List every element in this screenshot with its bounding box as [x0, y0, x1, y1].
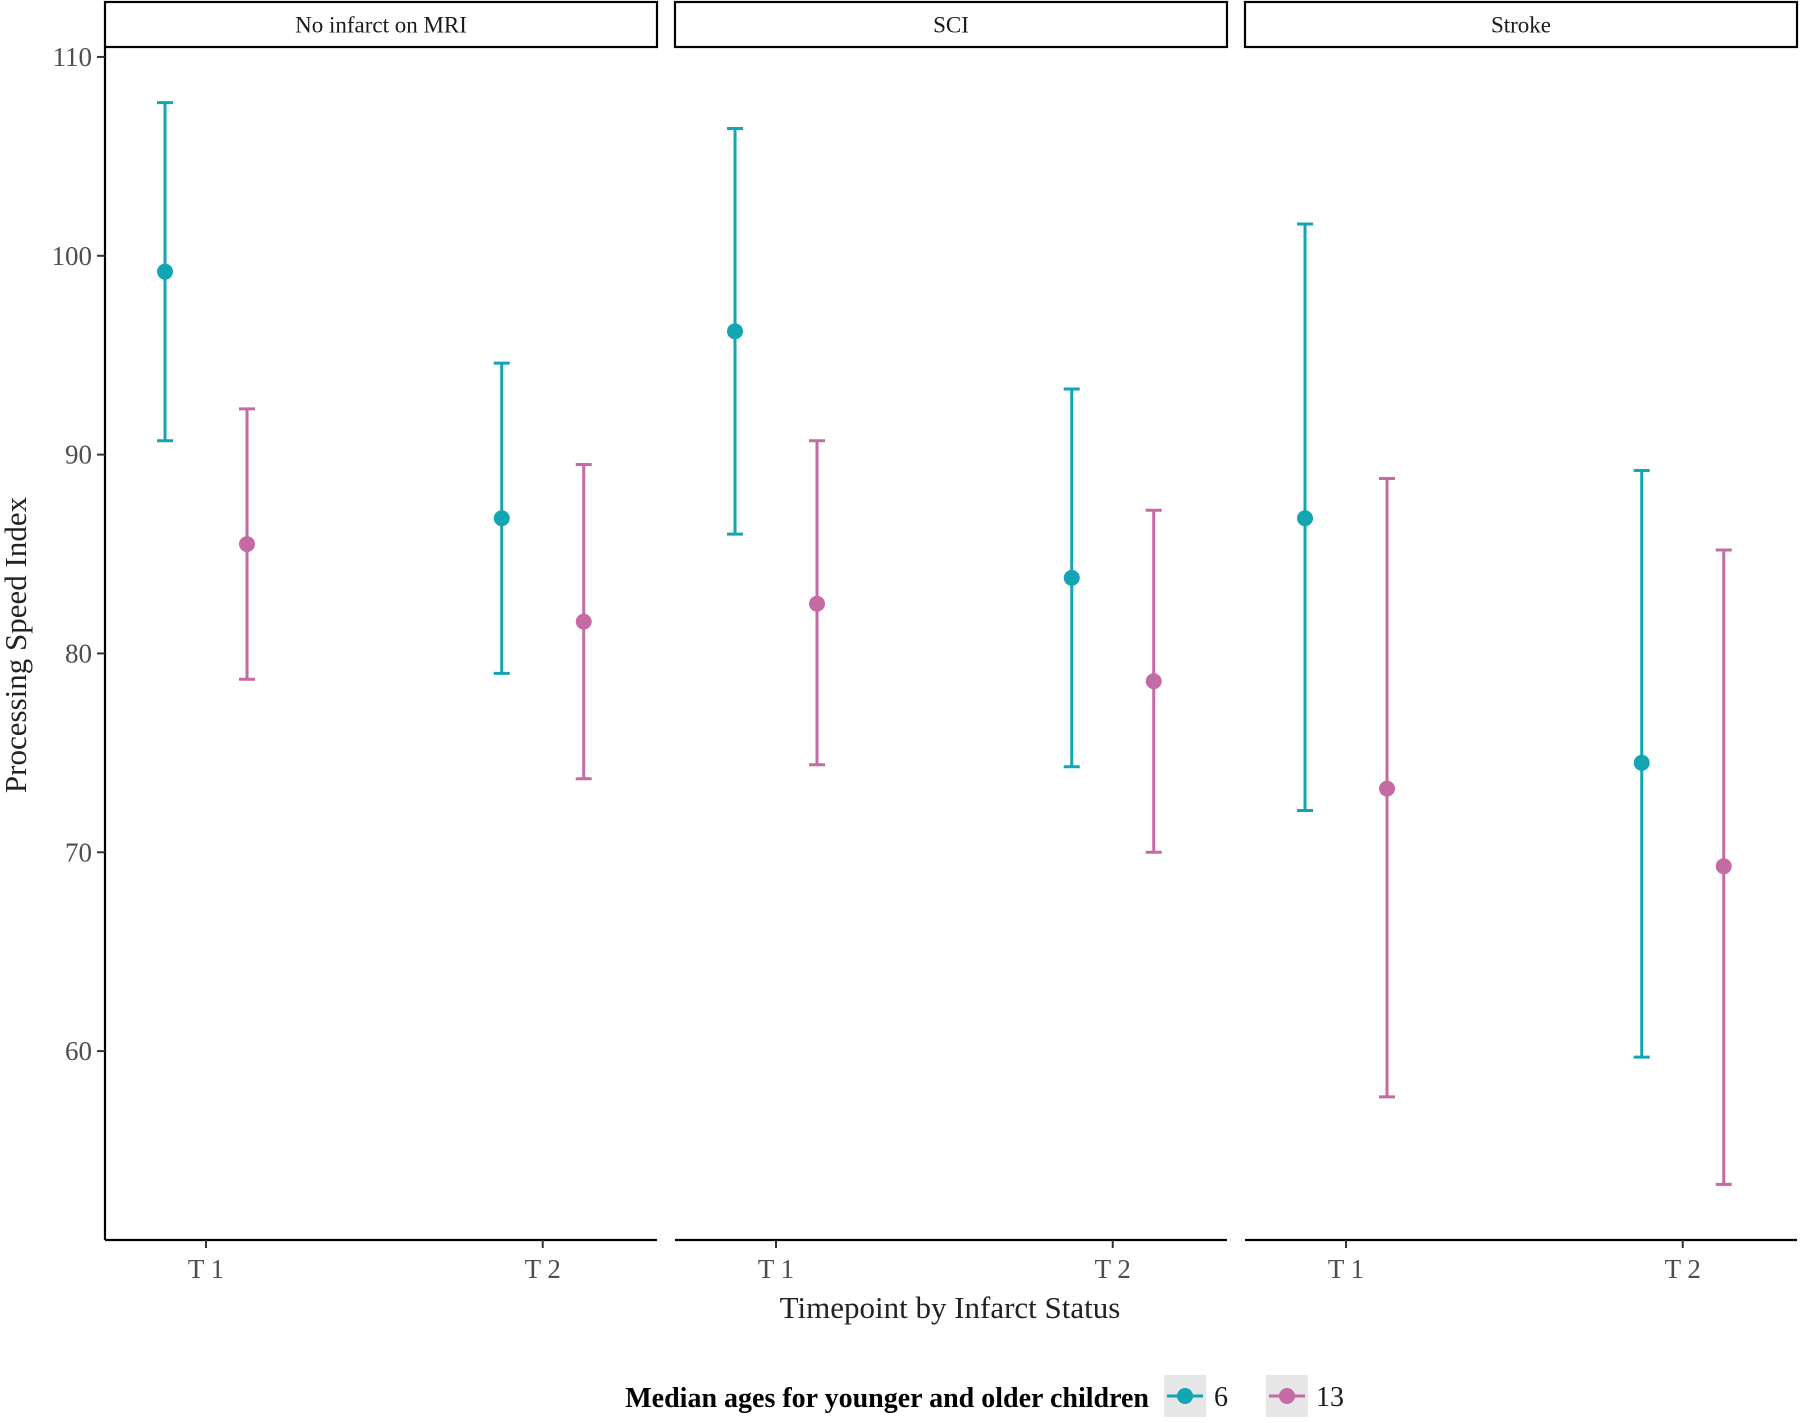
legend-key-point [1177, 1388, 1193, 1404]
data-point [1145, 673, 1162, 690]
data-point [157, 263, 174, 280]
y-tick-label: 90 [65, 440, 92, 470]
x-tick-label: T 1 [758, 1254, 794, 1284]
x-tick-label: T 2 [525, 1254, 561, 1284]
facet-strip-label: SCI [933, 13, 969, 38]
x-tick-label: T 1 [1328, 1254, 1364, 1284]
legend: Median ages for younger and older childr… [625, 1375, 1344, 1417]
x-tick-label: T 1 [188, 1254, 224, 1284]
data-point [1297, 510, 1314, 527]
data-point [493, 510, 510, 527]
facet-panels: No infarct on MRI T 1 T 2 SCI T 1 T 2 Stroke T … [103, 0, 1799, 1284]
x-axis-title: Timepoint by Infarct Status [780, 1290, 1121, 1325]
data-point [575, 613, 592, 630]
y-axis: 60 70 80 90 100 110 [52, 42, 107, 1240]
y-tick-label: 110 [53, 42, 93, 72]
facet-strip-label: Stroke [1491, 13, 1551, 38]
legend-title: Median ages for younger and older childr… [625, 1383, 1149, 1414]
legend-key-point [1279, 1388, 1295, 1404]
facet-strip-label: No infarct on MRI [295, 13, 467, 38]
legend-label: 6 [1214, 1382, 1228, 1413]
y-tick-label: 80 [65, 638, 92, 668]
x-tick-label: T 2 [1095, 1254, 1131, 1284]
y-tick-label: 70 [65, 837, 92, 867]
data-point [1715, 858, 1732, 875]
x-tick-label: T 2 [1665, 1254, 1701, 1284]
data-point [1379, 780, 1396, 797]
data-point [1063, 569, 1080, 586]
facet-strip [673, 0, 1229, 49]
legend-label: 13 [1316, 1382, 1344, 1413]
facet-panel: No infarct on MRI T 1 T 2 [103, 0, 659, 1284]
data-point [1633, 754, 1650, 771]
facet-panel: SCI T 1 T 2 [673, 0, 1229, 1284]
data-point [809, 595, 826, 612]
facet-panel: Stroke T 1 T 2 [1243, 0, 1799, 1284]
y-tick-label: 100 [52, 241, 93, 271]
facet-strip [103, 0, 659, 49]
y-axis-title: Processing Speed Index [0, 496, 33, 793]
facet-strip [1243, 0, 1799, 49]
y-tick-label: 60 [65, 1036, 92, 1066]
data-point [727, 323, 744, 340]
data-point [239, 536, 256, 553]
